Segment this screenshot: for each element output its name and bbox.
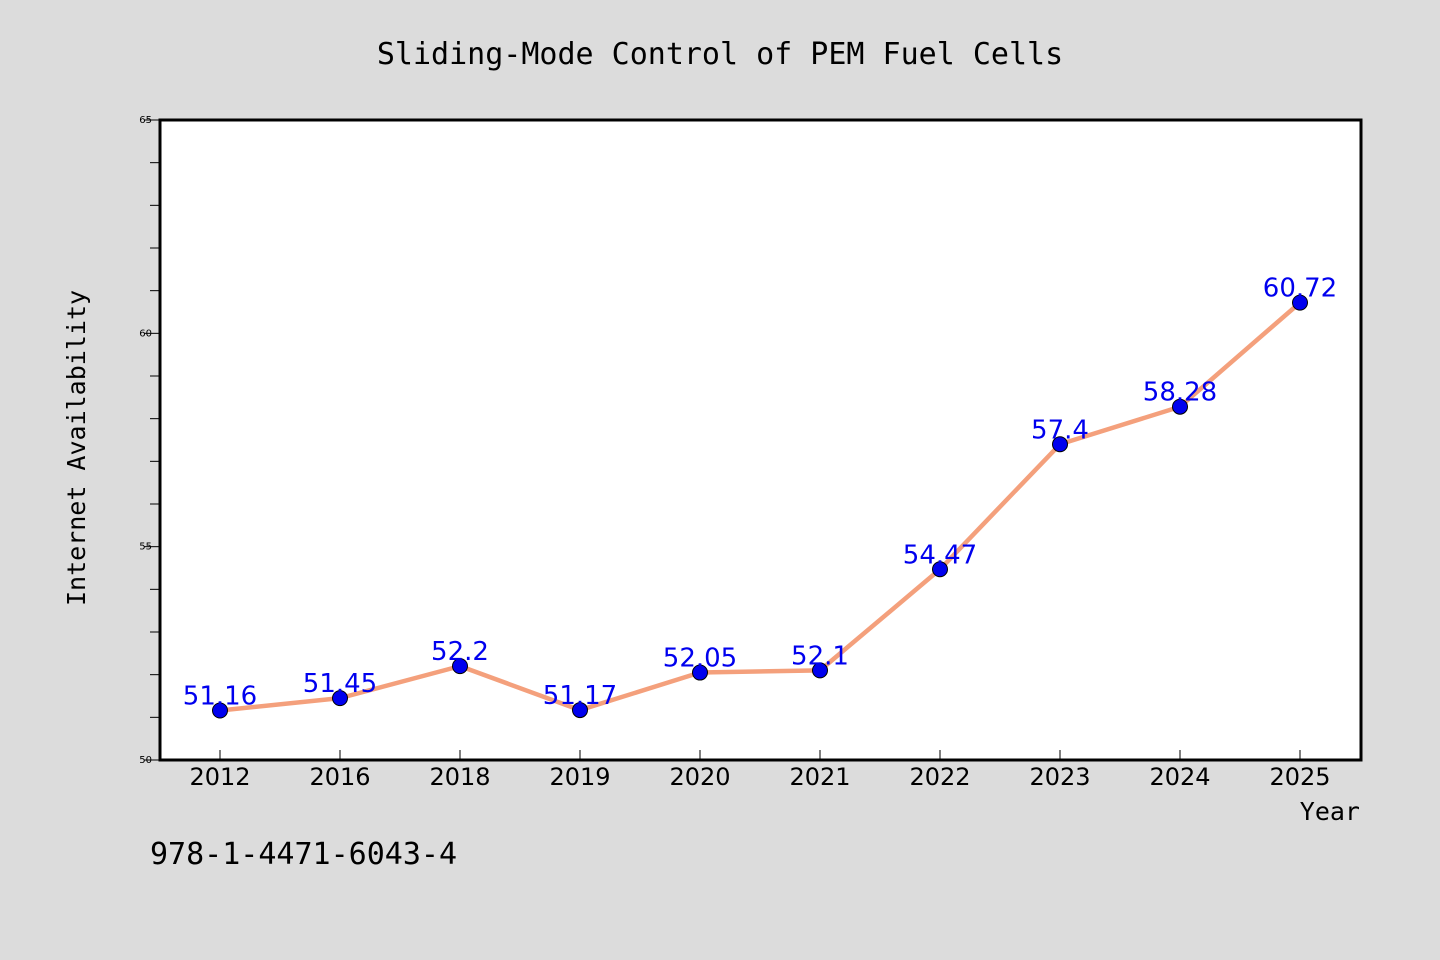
x-tick-label: 2025 bbox=[1269, 763, 1330, 791]
x-tick-label: 2016 bbox=[309, 763, 370, 791]
y-tick-label: 55 bbox=[139, 542, 152, 553]
data-label: 51.16 bbox=[183, 682, 257, 712]
data-point bbox=[1052, 436, 1068, 453]
data-labels: 51.16 51.45 52.2 51.17 52.05 52.1 54.47 57.4 58.… bbox=[183, 274, 1337, 712]
x-tick-label: 2021 bbox=[789, 763, 850, 791]
y-axis-label: Internet Availability bbox=[62, 290, 91, 606]
series-markers bbox=[212, 294, 1308, 719]
data-point bbox=[452, 658, 468, 675]
data-point bbox=[1292, 294, 1308, 311]
data-label: 57.4 bbox=[1031, 415, 1089, 445]
data-label: 52.05 bbox=[663, 644, 737, 674]
x-tick-label: 2018 bbox=[429, 763, 490, 791]
data-point bbox=[572, 702, 588, 719]
isbn-text: 978-1-4471-6043-4 bbox=[150, 837, 457, 872]
plot-area bbox=[158, 118, 1363, 762]
data-point bbox=[932, 561, 948, 578]
data-point bbox=[692, 664, 708, 681]
data-point bbox=[332, 690, 348, 707]
data-label: 51.45 bbox=[303, 669, 377, 699]
x-tick-label: 2020 bbox=[669, 763, 730, 791]
data-label: 51.17 bbox=[543, 681, 617, 711]
data-label: 60.72 bbox=[1263, 274, 1337, 304]
x-tick-label: 2022 bbox=[909, 763, 970, 791]
x-tick-label: 2024 bbox=[1149, 763, 1210, 791]
data-label: 52.1 bbox=[791, 641, 849, 671]
y-tick-label: 60 bbox=[139, 328, 152, 339]
y-tick-label: 50 bbox=[139, 755, 152, 766]
x-tick-label: 2019 bbox=[549, 763, 610, 791]
chart-title: Sliding-Mode Control of PEM Fuel Cells bbox=[377, 37, 1063, 72]
x-tick-label: 2023 bbox=[1029, 763, 1090, 791]
data-label: 58.28 bbox=[1143, 378, 1217, 408]
data-label: 52.2 bbox=[431, 637, 489, 667]
x-axis-label: Year bbox=[1300, 797, 1360, 826]
data-point bbox=[212, 702, 228, 719]
data-point bbox=[1172, 398, 1188, 415]
y-axis: 50 55 60 65 bbox=[139, 115, 160, 766]
y-tick-label: 65 bbox=[139, 115, 152, 126]
data-point bbox=[812, 662, 828, 679]
x-tick-label: 2012 bbox=[189, 763, 250, 791]
series-line bbox=[219, 300, 1302, 713]
data-label: 54.47 bbox=[903, 540, 977, 570]
x-axis: 2012 2016 2018 2019 2020 2021 2022 2023 2024 2025 bbox=[189, 750, 1331, 791]
